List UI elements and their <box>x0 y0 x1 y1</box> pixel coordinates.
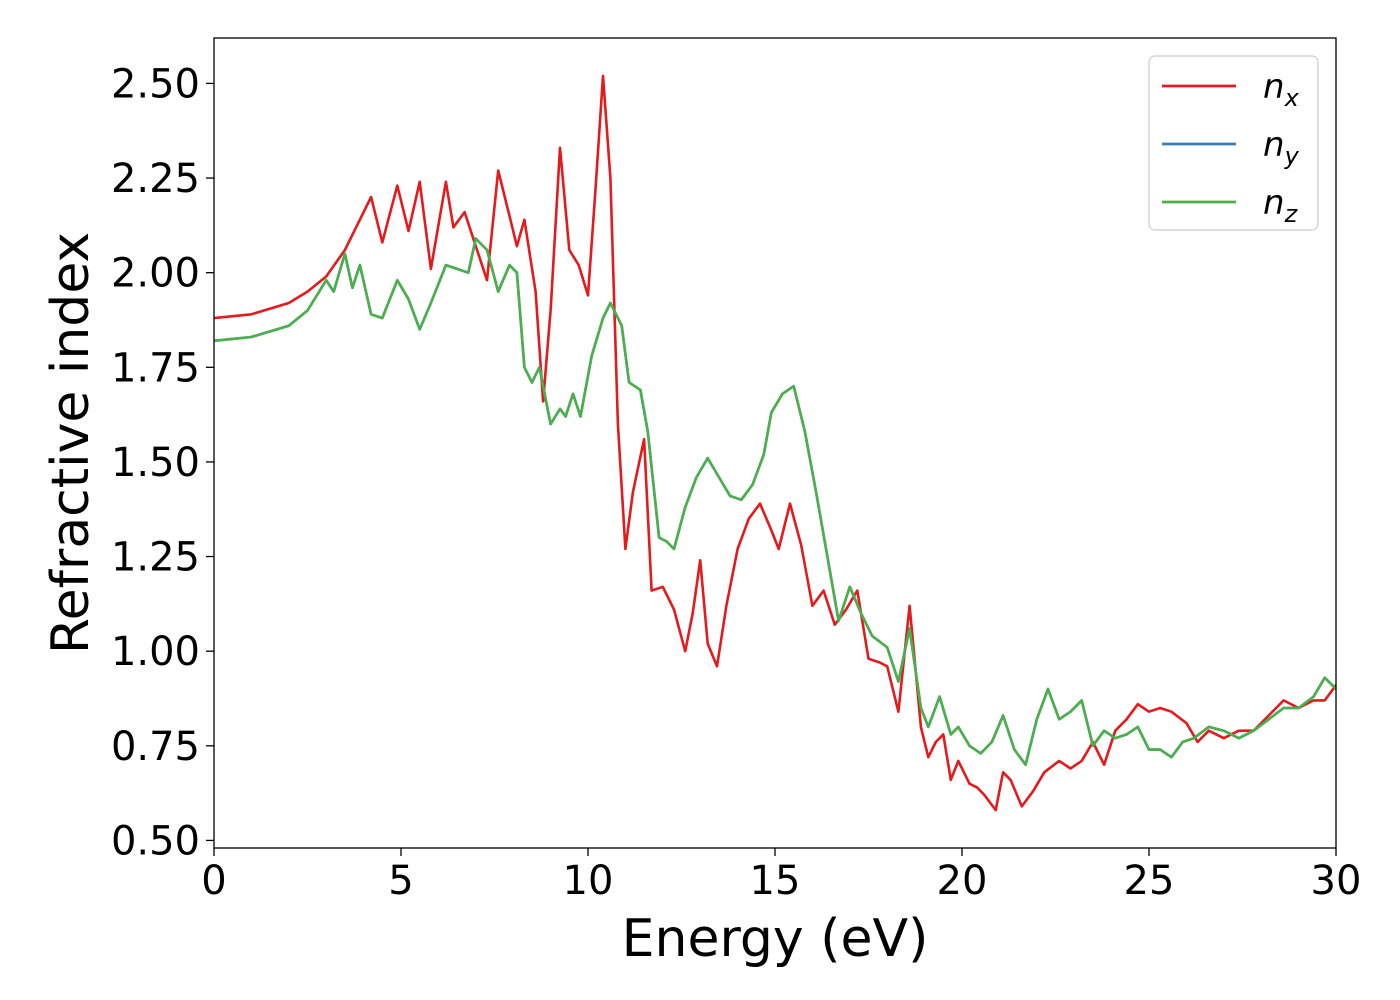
y-tick-label: 1.25 <box>111 535 200 581</box>
x-tick-label: 10 <box>563 858 614 904</box>
series-line-z <box>214 237 1336 766</box>
legend-label-x: nx <box>1263 67 1300 112</box>
x-axis-ticks: 0 5 10 15 20 25 30 <box>201 848 1361 904</box>
x-tick-label: 5 <box>388 858 413 904</box>
x-tick-label: 25 <box>1124 858 1175 904</box>
x-tick-label: 20 <box>937 858 988 904</box>
y-tick-label: 1.50 <box>111 440 200 486</box>
legend: nx ny nz <box>1148 55 1319 231</box>
y-axis-title: Refractive index <box>41 232 101 654</box>
x-tick-label: 30 <box>1311 858 1362 904</box>
legend-label-y: ny <box>1263 125 1300 170</box>
y-tick-label: 1.75 <box>111 345 200 391</box>
series-line-x <box>214 74 1336 812</box>
y-tick-label: 2.25 <box>111 156 200 202</box>
y-tick-label: 2.50 <box>111 61 200 107</box>
y-tick-label: 0.50 <box>111 818 200 864</box>
x-tick-label: 15 <box>750 858 801 904</box>
x-tick-label: 0 <box>201 858 226 904</box>
y-tick-label: 0.75 <box>111 724 200 770</box>
x-axis-title: Energy (eV) <box>622 909 929 969</box>
y-tick-label: 2.00 <box>111 251 200 297</box>
series-layer <box>214 74 1336 812</box>
legend-label-z: nz <box>1263 183 1299 228</box>
y-axis-ticks: 0.50 0.75 1.00 1.25 1.50 1.75 2.00 2.25 2.50 <box>111 61 214 864</box>
y-tick-label: 1.00 <box>111 629 200 675</box>
